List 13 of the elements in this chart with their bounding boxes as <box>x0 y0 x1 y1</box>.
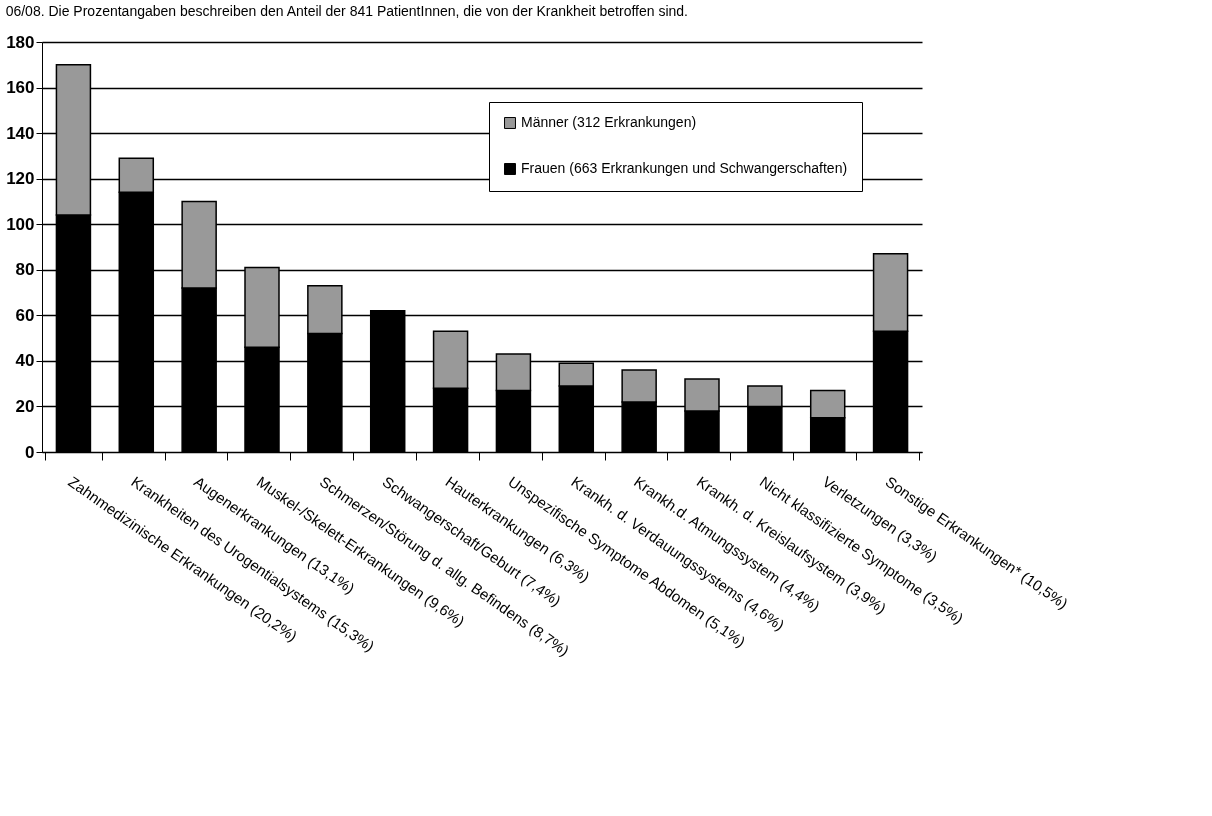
y-tick-label: 160 <box>6 78 35 98</box>
y-tick-label: 0 <box>25 442 35 462</box>
legend-label: Männer (312 Erkrankungen) <box>521 114 697 130</box>
y-tick-label: 40 <box>15 351 35 371</box>
y-tick-label: 120 <box>6 169 35 189</box>
chart-title: 06/08. Die Prozentangaben beschreiben den Anteil der 841 PatientInnen, die von der Krankheit betroffen sind. <box>5 3 688 19</box>
y-tick-label: 140 <box>6 123 35 143</box>
y-tick-label: 60 <box>15 305 35 325</box>
y-tick-label: 20 <box>15 396 35 416</box>
legend-label: Frauen (663 Erkrankungen und Schwangerschaften) <box>521 160 848 176</box>
y-tick-label: 100 <box>6 214 35 234</box>
y-tick-label: 80 <box>15 260 35 280</box>
y-tick-label: 180 <box>6 32 35 52</box>
